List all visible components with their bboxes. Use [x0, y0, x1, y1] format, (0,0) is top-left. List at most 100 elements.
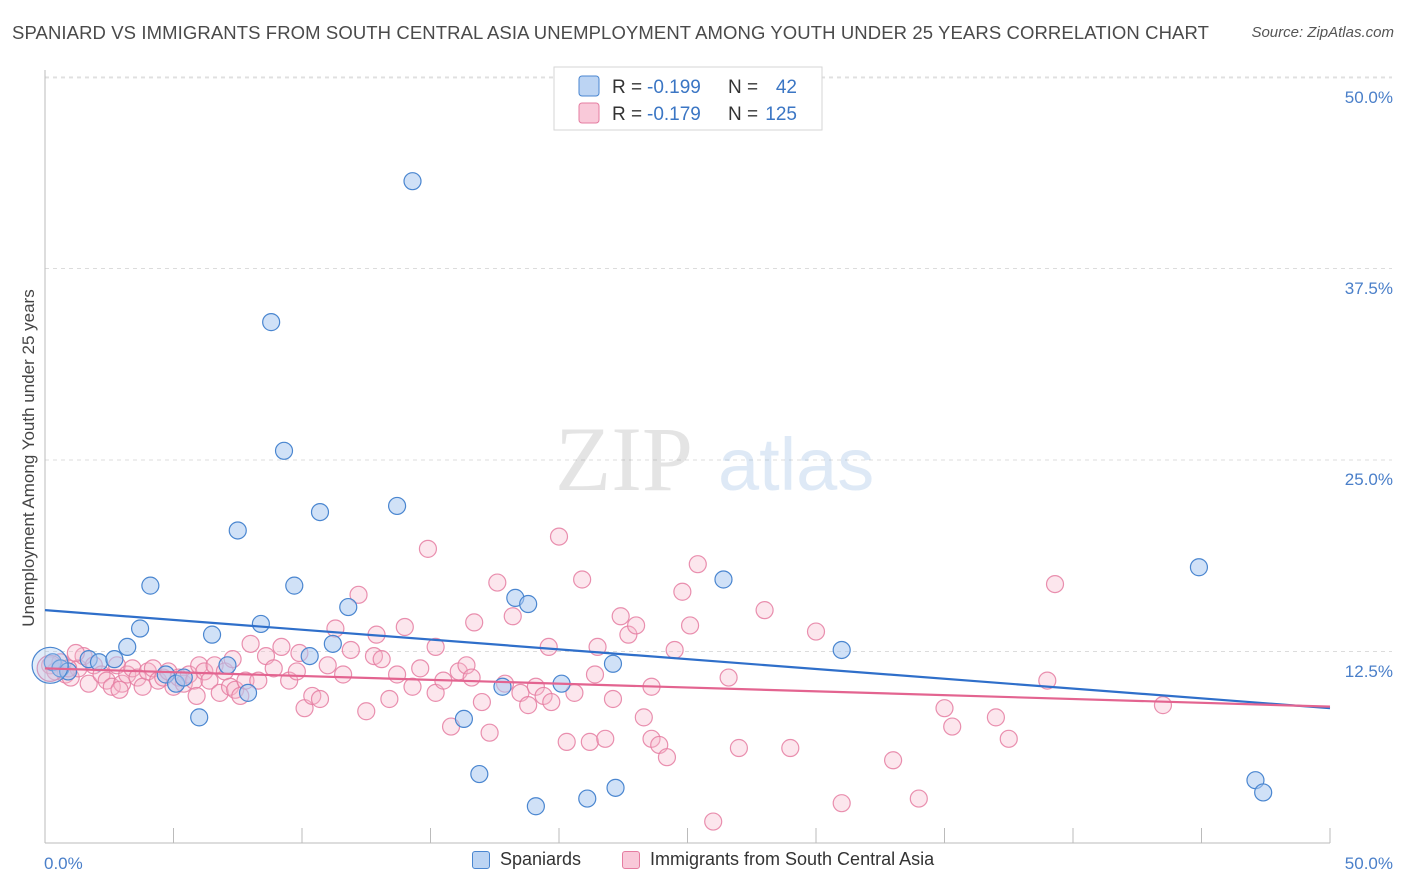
watermark-zip: ZIP — [555, 408, 693, 510]
immigrants-point — [395, 617, 414, 637]
immigrants-point — [673, 582, 692, 601]
spaniards-point — [403, 172, 422, 191]
y-tick-label-37-5: 37.5% — [1345, 279, 1393, 298]
x-tick-label-0: 0.0% — [44, 854, 83, 873]
immigrants-point — [626, 616, 646, 635]
immigrants-point — [935, 699, 954, 718]
immigrants-point — [357, 702, 376, 721]
spaniards-point — [606, 778, 625, 797]
spaniards-point — [1189, 558, 1209, 577]
immigrants-point — [287, 662, 306, 681]
spaniards-point — [454, 709, 474, 729]
legend-swatch-spaniards — [578, 75, 600, 97]
immigrants-point — [220, 677, 240, 696]
immigrants-point — [573, 570, 592, 589]
spaniards-point — [519, 594, 538, 614]
x-tick-label-50: 50.0% — [1345, 854, 1393, 873]
spaniards-point — [387, 496, 407, 516]
immigrants-points — [36, 527, 1173, 831]
immigrants-point — [334, 665, 353, 684]
bottom-legend-spaniards: Spaniards — [472, 849, 581, 870]
immigrants-point — [806, 622, 826, 641]
legend-box: R = -0.199 N = 42 R = -0.179 N = 125 — [553, 66, 823, 131]
immigrants-point — [465, 613, 484, 632]
immigrants-point — [680, 616, 700, 635]
immigrants-point — [123, 659, 142, 678]
immigrants-point — [264, 659, 283, 678]
immigrants-point — [480, 723, 499, 742]
immigrants-point — [403, 677, 422, 696]
immigrants-point — [272, 637, 291, 657]
bottom-legend-swatch-immigrants — [622, 850, 640, 869]
bottom-legend-swatch-spaniards — [472, 850, 490, 869]
immigrants-point — [472, 692, 491, 712]
immigrants-point — [1038, 671, 1057, 690]
spaniards-point — [238, 683, 258, 702]
immigrants-point — [539, 637, 558, 657]
spaniards-point — [526, 797, 545, 816]
immigrants-point — [688, 555, 707, 574]
immigrants-point — [249, 671, 268, 690]
immigrants-point — [585, 665, 605, 684]
immigrants-point — [719, 668, 738, 687]
spaniards-point — [262, 313, 281, 332]
immigrants-point — [603, 689, 623, 709]
legend-n-value-immigrants: 125 — [765, 104, 797, 125]
spaniards-point — [251, 614, 270, 634]
immigrants-point — [549, 527, 569, 546]
immigrants-point — [79, 674, 98, 693]
gridlines — [45, 76, 1392, 652]
spaniards-points — [31, 172, 1273, 816]
legend-r-value-immigrants: -0.179 — [647, 104, 701, 125]
immigrants-point — [657, 748, 677, 767]
spaniards-point — [300, 646, 319, 666]
trend-lines — [44, 609, 1331, 710]
spaniards-point — [285, 576, 304, 595]
immigrants-point — [128, 668, 147, 687]
spaniards-point — [470, 764, 489, 784]
bottom-legend: Spaniards Immigrants from South Central … — [0, 849, 1406, 879]
spaniards-point — [274, 441, 294, 460]
source-label: Source: ZipAtlas.com — [1251, 24, 1394, 41]
y-tick-label-25: 25.0% — [1345, 470, 1393, 489]
watermark-atlas: atlas — [718, 423, 874, 506]
immigrants-point — [426, 637, 445, 657]
spaniards-point — [1254, 783, 1273, 802]
immigrants-point — [380, 689, 399, 709]
immigrants-point — [187, 686, 206, 706]
immigrants-point — [909, 789, 928, 808]
spaniards-point — [310, 502, 330, 522]
immigrants-point — [832, 794, 851, 813]
bottom-legend-label-immigrants: Immigrants from South Central Asia — [650, 849, 935, 869]
immigrants-point — [557, 732, 576, 751]
immigrants-point — [1153, 696, 1173, 715]
immigrants-point — [503, 607, 522, 626]
immigrants-point — [580, 732, 599, 751]
immigrants-point — [704, 812, 723, 831]
spaniards-point — [218, 656, 237, 675]
immigrants-point — [943, 717, 962, 736]
spaniards-point — [603, 654, 623, 673]
immigrants-point — [986, 708, 1006, 727]
immigrants-point — [519, 696, 538, 715]
immigrants-point — [488, 573, 507, 592]
chart-title: SPANIARD VS IMMIGRANTS FROM SOUTH CENTRA… — [12, 22, 1209, 43]
spaniards-point-cluster — [31, 646, 69, 684]
spaniards-point — [190, 708, 209, 727]
spaniards-point — [578, 789, 597, 808]
immigrants-point — [596, 729, 615, 748]
bottom-legend-label-spaniards: Spaniards — [500, 849, 582, 869]
immigrants-point — [1045, 574, 1065, 594]
y-axis-label: Unemployment Among Youth under 25 years — [19, 289, 38, 626]
spaniards-point — [714, 570, 733, 589]
legend-n-value-spaniards: 42 — [776, 77, 797, 98]
immigrants-point — [349, 585, 368, 604]
legend-r-value-spaniards: -0.199 — [647, 77, 701, 98]
legend-r-label-spaniards: R = — [612, 77, 642, 98]
immigrants-point — [883, 751, 903, 770]
spaniards-point — [228, 521, 247, 540]
immigrants-point — [318, 656, 337, 675]
immigrants-point — [729, 738, 749, 758]
immigrants-point — [310, 689, 330, 709]
